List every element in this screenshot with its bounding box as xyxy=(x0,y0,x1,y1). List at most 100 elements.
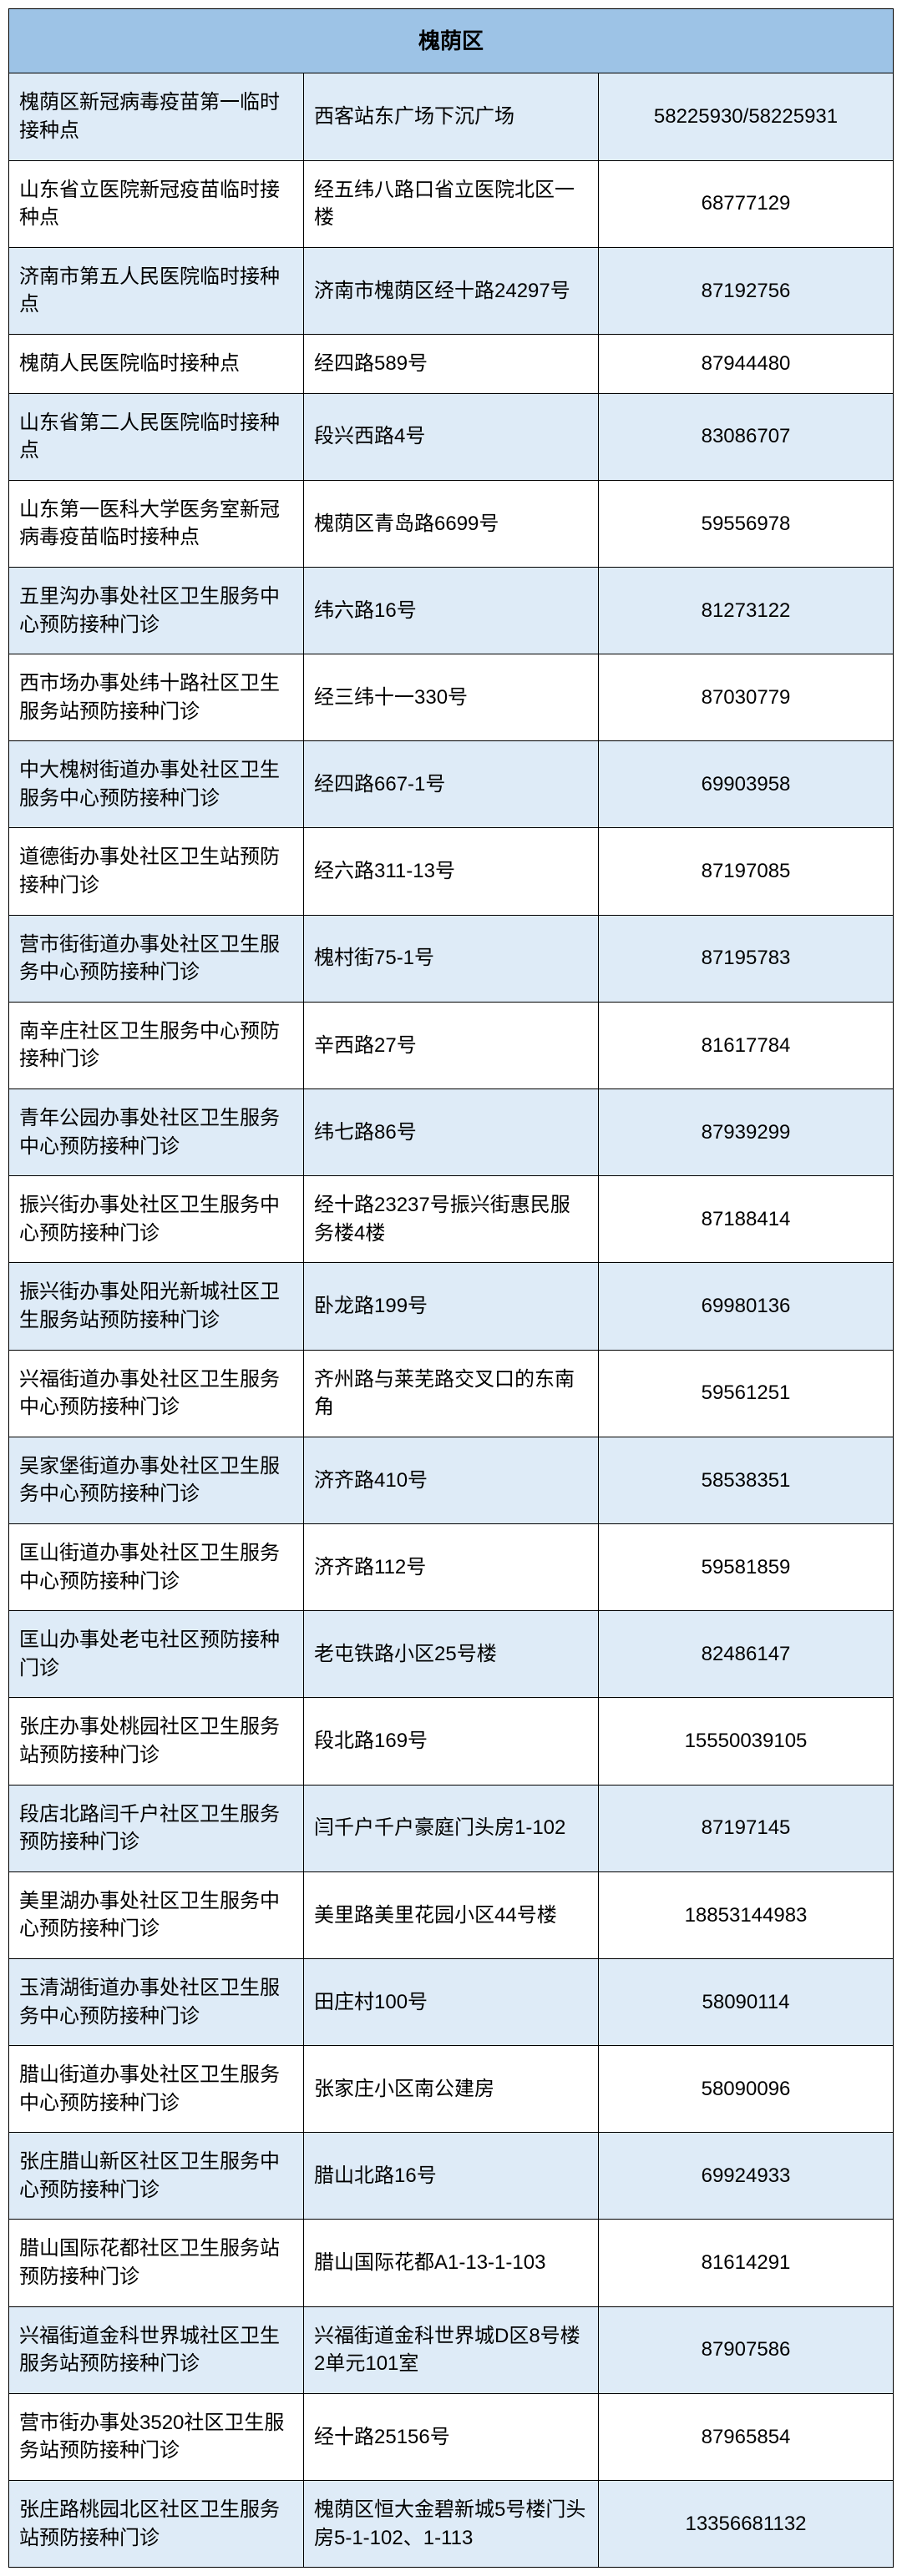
site-phone-cell: 87939299 xyxy=(599,1089,894,1176)
table-row: 南辛庄社区卫生服务中心预防接种门诊辛西路27号81617784 xyxy=(9,1002,894,1088)
site-phone-cell: 87195783 xyxy=(599,915,894,1002)
site-address-cell: 腊山北路16号 xyxy=(304,2133,599,2220)
table-row: 营市街办事处3520社区卫生服务站预防接种门诊经十路25156号87965854 xyxy=(9,2393,894,2480)
table-row: 段店北路闫千户社区卫生服务预防接种门诊闫千户千户豪庭门头房1-102871971… xyxy=(9,1785,894,1871)
table-row: 玉清湖街道办事处社区卫生服务中心预防接种门诊田庄村100号58090114 xyxy=(9,1958,894,2045)
site-address-cell: 段兴西路4号 xyxy=(304,393,599,480)
table-row: 济南市第五人民医院临时接种点济南市槐荫区经十路24297号87192756 xyxy=(9,247,894,334)
site-address-cell: 经十路23237号振兴街惠民服务楼4楼 xyxy=(304,1176,599,1263)
site-name-cell: 张庄路桃园北区社区卫生服务站预防接种门诊 xyxy=(9,2481,304,2568)
site-address-cell: 段北路169号 xyxy=(304,1698,599,1785)
site-name-cell: 段店北路闫千户社区卫生服务预防接种门诊 xyxy=(9,1785,304,1871)
site-name-cell: 匡山街道办事处社区卫生服务中心预防接种门诊 xyxy=(9,1523,304,1610)
site-name-cell: 槐荫区新冠病毒疫苗第一临时接种点 xyxy=(9,73,304,160)
site-name-cell: 山东省第二人民医院临时接种点 xyxy=(9,393,304,480)
site-name-cell: 营市街办事处3520社区卫生服务站预防接种门诊 xyxy=(9,2393,304,2480)
site-name-cell: 青年公园办事处社区卫生服务中心预防接种门诊 xyxy=(9,1089,304,1176)
site-address-cell: 槐荫区青岛路6699号 xyxy=(304,480,599,567)
table-row: 振兴街办事处社区卫生服务中心预防接种门诊经十路23237号振兴街惠民服务楼4楼8… xyxy=(9,1176,894,1263)
table-title: 槐荫区 xyxy=(9,9,894,73)
site-phone-cell: 13356681132 xyxy=(599,2481,894,2568)
site-phone-cell: 18853144983 xyxy=(599,1871,894,1958)
site-name-cell: 中大槐树街道办事处社区卫生服务中心预防接种门诊 xyxy=(9,741,304,828)
site-phone-cell: 81273122 xyxy=(599,567,894,654)
site-phone-cell: 87030779 xyxy=(599,654,894,741)
site-address-cell: 济南市槐荫区经十路24297号 xyxy=(304,247,599,334)
table-row: 西市场办事处纬十路社区卫生服务站预防接种门诊经三纬十一330号87030779 xyxy=(9,654,894,741)
site-name-cell: 槐荫人民医院临时接种点 xyxy=(9,334,304,393)
site-phone-cell: 15550039105 xyxy=(599,1698,894,1785)
table-row: 中大槐树街道办事处社区卫生服务中心预防接种门诊经四路667-1号69903958 xyxy=(9,741,894,828)
site-phone-cell: 59561251 xyxy=(599,1350,894,1437)
site-address-cell: 纬七路86号 xyxy=(304,1089,599,1176)
site-address-cell: 济齐路410号 xyxy=(304,1437,599,1523)
table-row: 山东省第二人民医院临时接种点段兴西路4号83086707 xyxy=(9,393,894,480)
table-row: 张庄路桃园北区社区卫生服务站预防接种门诊槐荫区恒大金碧新城5号楼门头房5-1-1… xyxy=(9,2481,894,2568)
table-row: 兴福街道金科世界城社区卫生服务站预防接种门诊兴福街道金科世界城D区8号楼2单元1… xyxy=(9,2306,894,2393)
site-phone-cell: 83086707 xyxy=(599,393,894,480)
site-address-cell: 辛西路27号 xyxy=(304,1002,599,1088)
site-name-cell: 吴家堡街道办事处社区卫生服务中心预防接种门诊 xyxy=(9,1437,304,1523)
site-phone-cell: 69980136 xyxy=(599,1263,894,1350)
site-phone-cell: 87965854 xyxy=(599,2393,894,2480)
table-row: 五里沟办事处社区卫生服务中心预防接种门诊纬六路16号81273122 xyxy=(9,567,894,654)
site-phone-cell: 81614291 xyxy=(599,2220,894,2306)
table-row: 兴福街道办事处社区卫生服务中心预防接种门诊齐州路与莱芜路交叉口的东南角59561… xyxy=(9,1350,894,1437)
site-name-cell: 美里湖办事处社区卫生服务中心预防接种门诊 xyxy=(9,1871,304,1958)
site-phone-cell: 87188414 xyxy=(599,1176,894,1263)
table-row: 腊山街道办事处社区卫生服务中心预防接种门诊张家庄小区南公建房58090096 xyxy=(9,2046,894,2133)
table-row: 匡山办事处老屯社区预防接种门诊老屯铁路小区25号楼82486147 xyxy=(9,1611,894,1698)
site-address-cell: 槐村街75-1号 xyxy=(304,915,599,1002)
site-address-cell: 西客站东广场下沉广场 xyxy=(304,73,599,160)
site-address-cell: 纬六路16号 xyxy=(304,567,599,654)
site-name-cell: 玉清湖街道办事处社区卫生服务中心预防接种门诊 xyxy=(9,1958,304,2045)
site-address-cell: 腊山国际花都A1-13-1-103 xyxy=(304,2220,599,2306)
site-phone-cell: 87907586 xyxy=(599,2306,894,2393)
site-name-cell: 济南市第五人民医院临时接种点 xyxy=(9,247,304,334)
site-address-cell: 兴福街道金科世界城D区8号楼2单元101室 xyxy=(304,2306,599,2393)
site-address-cell: 经四路589号 xyxy=(304,334,599,393)
site-phone-cell: 87197145 xyxy=(599,1785,894,1871)
table-row: 腊山国际花都社区卫生服务站预防接种门诊腊山国际花都A1-13-1-1038161… xyxy=(9,2220,894,2306)
table-row: 山东第一医科大学医务室新冠病毒疫苗临时接种点槐荫区青岛路6699号5955697… xyxy=(9,480,894,567)
site-address-cell: 老屯铁路小区25号楼 xyxy=(304,1611,599,1698)
site-name-cell: 振兴街办事处社区卫生服务中心预防接种门诊 xyxy=(9,1176,304,1263)
site-address-cell: 美里路美里花园小区44号楼 xyxy=(304,1871,599,1958)
site-phone-cell: 68777129 xyxy=(599,160,894,247)
table-row: 张庄办事处桃园社区卫生服务站预防接种门诊段北路169号15550039105 xyxy=(9,1698,894,1785)
site-address-cell: 齐州路与莱芜路交叉口的东南角 xyxy=(304,1350,599,1437)
site-phone-cell: 81617784 xyxy=(599,1002,894,1088)
site-address-cell: 经三纬十一330号 xyxy=(304,654,599,741)
site-phone-cell: 58090114 xyxy=(599,1958,894,2045)
site-address-cell: 张家庄小区南公建房 xyxy=(304,2046,599,2133)
site-address-cell: 经十路25156号 xyxy=(304,2393,599,2480)
site-name-cell: 营市街街道办事处社区卫生服务中心预防接种门诊 xyxy=(9,915,304,1002)
site-address-cell: 济齐路112号 xyxy=(304,1523,599,1610)
vaccination-sites-table: 槐荫区 槐荫区新冠病毒疫苗第一临时接种点西客站东广场下沉广场58225930/5… xyxy=(8,8,894,2568)
site-name-cell: 腊山街道办事处社区卫生服务中心预防接种门诊 xyxy=(9,2046,304,2133)
site-name-cell: 五里沟办事处社区卫生服务中心预防接种门诊 xyxy=(9,567,304,654)
table-row: 山东省立医院新冠疫苗临时接种点经五纬八路口省立医院北区一楼68777129 xyxy=(9,160,894,247)
site-phone-cell: 59556978 xyxy=(599,480,894,567)
site-address-cell: 卧龙路199号 xyxy=(304,1263,599,1350)
site-name-cell: 南辛庄社区卫生服务中心预防接种门诊 xyxy=(9,1002,304,1088)
site-phone-cell: 58225930/58225931 xyxy=(599,73,894,160)
site-phone-cell: 69924933 xyxy=(599,2133,894,2220)
site-phone-cell: 59581859 xyxy=(599,1523,894,1610)
table-row: 槐荫区新冠病毒疫苗第一临时接种点西客站东广场下沉广场58225930/58225… xyxy=(9,73,894,160)
table-row: 匡山街道办事处社区卫生服务中心预防接种门诊济齐路112号59581859 xyxy=(9,1523,894,1610)
site-name-cell: 张庄腊山新区社区卫生服务中心预防接种门诊 xyxy=(9,2133,304,2220)
table-row: 道德街办事处社区卫生站预防接种门诊经六路311-13号87197085 xyxy=(9,828,894,915)
table-row: 青年公园办事处社区卫生服务中心预防接种门诊纬七路86号87939299 xyxy=(9,1089,894,1176)
table-row: 营市街街道办事处社区卫生服务中心预防接种门诊槐村街75-1号87195783 xyxy=(9,915,894,1002)
site-name-cell: 振兴街办事处阳光新城社区卫生服务站预防接种门诊 xyxy=(9,1263,304,1350)
site-phone-cell: 58090096 xyxy=(599,2046,894,2133)
site-phone-cell: 87944480 xyxy=(599,334,894,393)
site-phone-cell: 82486147 xyxy=(599,1611,894,1698)
site-address-cell: 闫千户千户豪庭门头房1-102 xyxy=(304,1785,599,1871)
site-phone-cell: 87197085 xyxy=(599,828,894,915)
site-name-cell: 张庄办事处桃园社区卫生服务站预防接种门诊 xyxy=(9,1698,304,1785)
table-row: 吴家堡街道办事处社区卫生服务中心预防接种门诊济齐路410号58538351 xyxy=(9,1437,894,1523)
site-address-cell: 槐荫区恒大金碧新城5号楼门头房5-1-102、1-113 xyxy=(304,2481,599,2568)
table-row: 美里湖办事处社区卫生服务中心预防接种门诊美里路美里花园小区44号楼1885314… xyxy=(9,1871,894,1958)
